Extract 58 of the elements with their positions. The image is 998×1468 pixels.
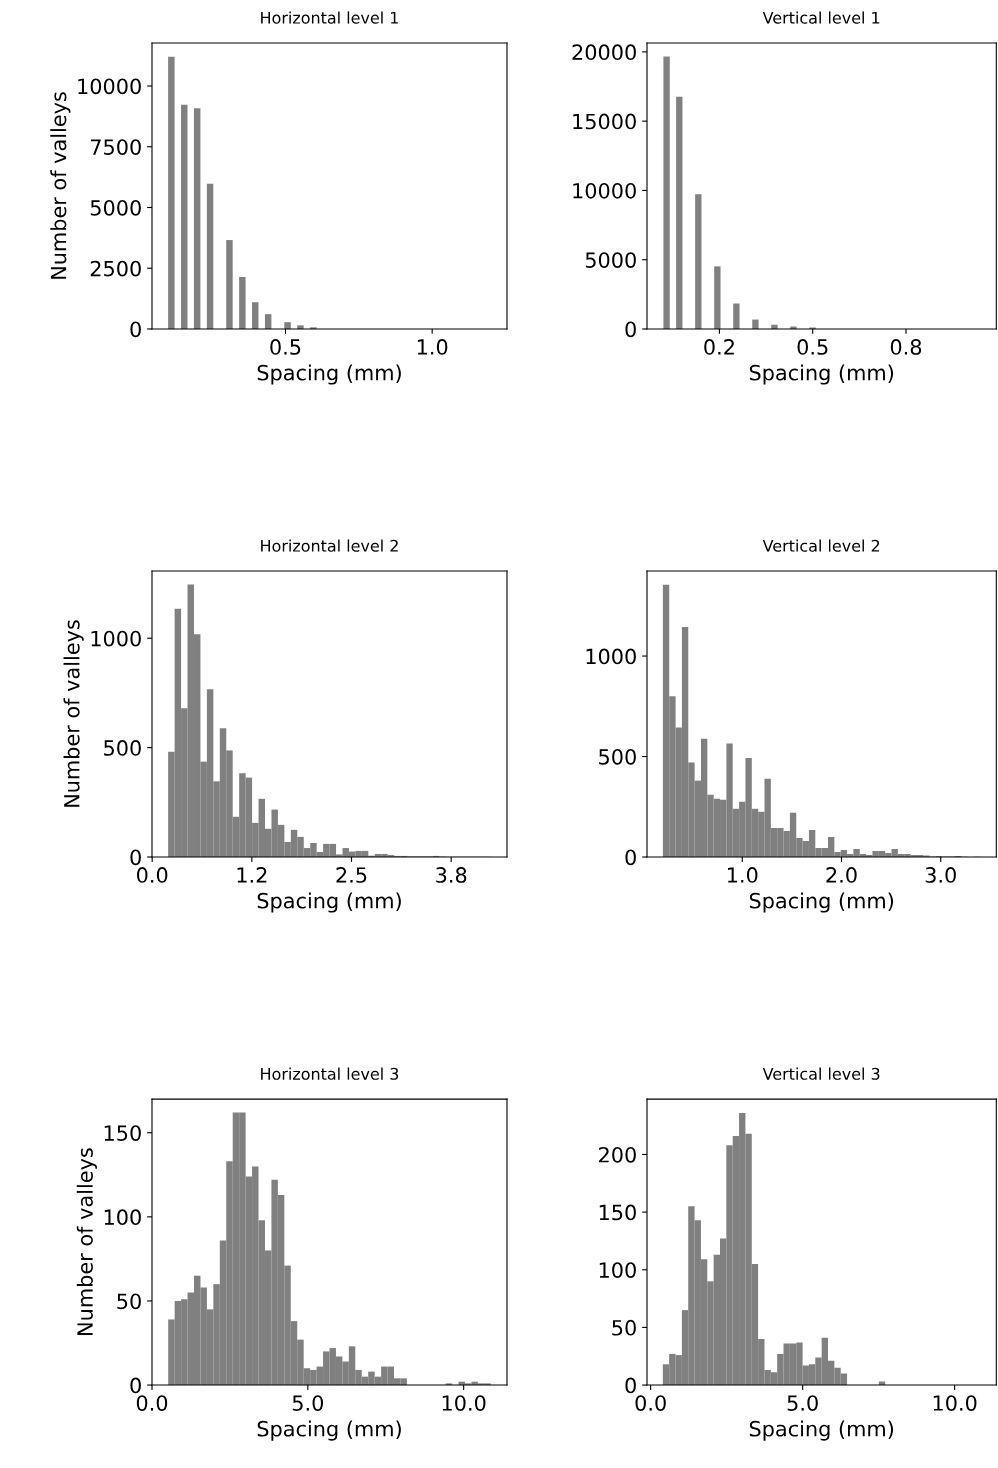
- x-tick-label: 0.0: [635, 1395, 666, 1411]
- x-axis-title: Spacing (mm): [749, 892, 894, 913]
- x-axis-title: Spacing (mm): [257, 892, 401, 913]
- chart-title: Vertical level 3: [762, 1067, 880, 1080]
- y-tick-label: 100: [104, 1209, 141, 1226]
- x-tick-label: 0.2: [704, 339, 734, 355]
- y-tick-label: 200: [599, 1146, 636, 1163]
- y-tick-label: 100: [599, 1262, 636, 1278]
- x-tick-label: 2.0: [826, 867, 857, 883]
- y-tick-label: 7500: [90, 139, 141, 155]
- x-axis-title: Spacing (mm): [749, 1420, 894, 1441]
- chart-title: Horizontal level 1: [261, 11, 398, 24]
- y-tick-label: 10000: [78, 78, 141, 95]
- y-axis-title: Number of valleys: [50, 92, 71, 279]
- x-tick-label: 0.8: [890, 339, 922, 355]
- y-tick-label: 500: [104, 740, 141, 756]
- y-tick-label: 5000: [90, 199, 141, 216]
- y-tick-label: 0: [130, 849, 141, 866]
- y-tick-label: 0: [625, 321, 636, 338]
- y-tick-label: 0: [625, 849, 636, 866]
- chart-title: Vertical level 1: [762, 11, 880, 24]
- x-tick-label: 5.0: [292, 1395, 324, 1411]
- y-tick-label: 0: [130, 1377, 141, 1394]
- x-tick-label: 1.2: [237, 867, 267, 883]
- y-tick-label: 2500: [90, 260, 141, 277]
- y-tick-label: 10000: [573, 182, 636, 199]
- y-tick-label: 50: [612, 1319, 636, 1336]
- y-tick-label: 5000: [585, 252, 636, 268]
- x-tick-label: 1.0: [727, 867, 758, 883]
- y-axis-title: Number of valleys: [76, 1148, 97, 1335]
- x-axis-title: Spacing (mm): [257, 1420, 401, 1441]
- y-tick-label: 500: [599, 748, 636, 765]
- y-axis-title: Number of valleys: [63, 620, 84, 807]
- chart-title: Vertical level 2: [762, 539, 880, 552]
- y-tick-label: 150: [599, 1204, 636, 1221]
- x-tick-label: 2.5: [336, 867, 367, 883]
- x-tick-label: 0.5: [797, 339, 828, 355]
- y-tick-label: 0: [625, 1377, 636, 1394]
- y-tick-label: 0: [130, 321, 141, 338]
- y-tick-label: 150: [104, 1125, 141, 1141]
- x-tick-label: 0.0: [136, 1395, 168, 1411]
- chart-title: Horizontal level 2: [261, 539, 398, 552]
- chart-title: Horizontal level 3: [261, 1067, 399, 1080]
- x-tick-label: 0.5: [270, 339, 301, 355]
- x-tick-label: 10.0: [933, 1395, 977, 1411]
- x-tick-label: 1.0: [417, 339, 448, 355]
- x-axis-title: Spacing (mm): [257, 364, 401, 385]
- y-tick-label: 1000: [91, 630, 141, 647]
- x-tick-label: 0.0: [137, 867, 168, 883]
- x-tick-label: 5.0: [787, 1395, 818, 1411]
- x-tick-label: 3.8: [436, 867, 467, 883]
- y-tick-label: 15000: [573, 113, 636, 130]
- x-tick-label: 10.0: [442, 1395, 486, 1411]
- y-tick-label: 50: [117, 1293, 141, 1310]
- y-tick-label: 1000: [586, 648, 636, 665]
- x-axis-title: Spacing (mm): [749, 364, 894, 385]
- x-tick-label: 3.0: [925, 867, 956, 883]
- y-tick-label: 20000: [572, 44, 636, 61]
